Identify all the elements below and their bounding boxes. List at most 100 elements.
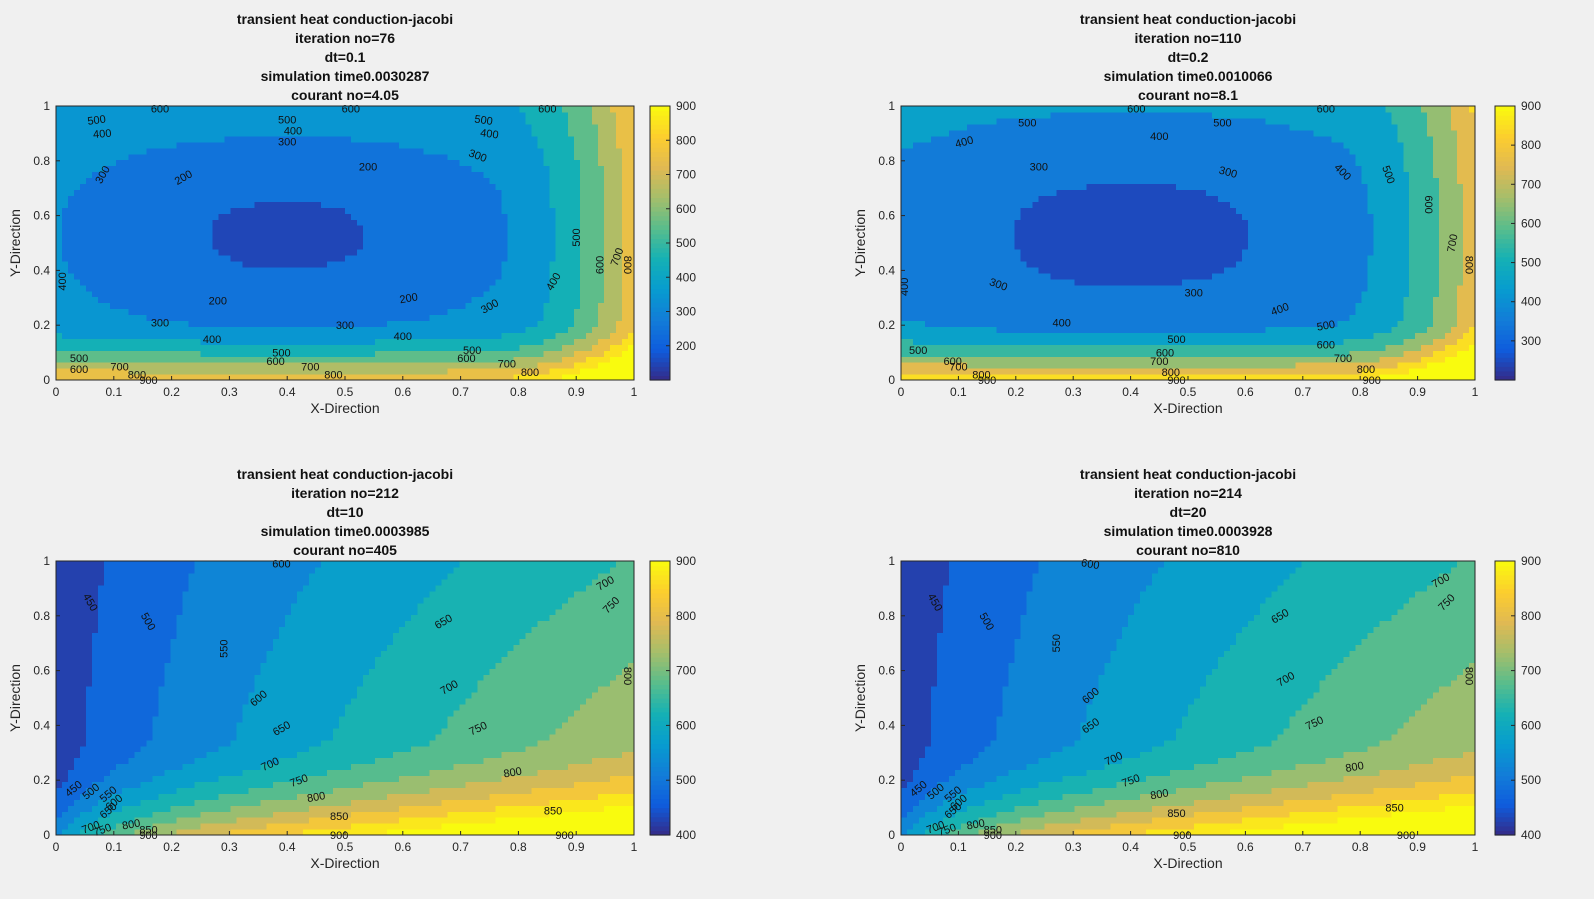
contour-cell xyxy=(936,284,944,292)
contour-cell xyxy=(912,248,920,256)
contour-cell xyxy=(74,117,81,125)
contour-cell xyxy=(278,219,286,226)
contour-cell xyxy=(519,183,527,190)
contour-cell xyxy=(92,219,99,226)
contour-cell xyxy=(212,296,220,304)
contour-cell xyxy=(477,171,485,179)
contour-cell xyxy=(332,350,340,357)
contour-cell xyxy=(332,165,340,173)
contour-cell xyxy=(519,111,527,119)
contour-cell xyxy=(68,254,75,262)
contour-cell xyxy=(242,159,250,167)
contour-cell xyxy=(338,260,346,268)
contour-cell xyxy=(399,356,406,363)
contour-cell xyxy=(351,106,358,113)
contour-cell xyxy=(381,248,388,256)
contour-cell xyxy=(585,106,593,113)
contour-cell xyxy=(363,201,370,208)
contour-cell xyxy=(918,326,926,333)
contour-cell xyxy=(501,147,509,155)
contour-cell xyxy=(627,254,635,262)
contour-cell xyxy=(411,314,418,322)
contour-cell xyxy=(621,326,629,333)
contour-cell xyxy=(621,237,629,244)
contour-cell xyxy=(176,201,184,208)
contour-cell xyxy=(363,106,370,113)
contour-cell xyxy=(459,368,467,375)
contour-cell xyxy=(242,207,250,214)
contour-cell xyxy=(399,159,406,167)
contour-cell xyxy=(465,332,473,339)
contour-cell xyxy=(260,290,268,298)
contour-cell xyxy=(417,350,424,357)
contour-cell xyxy=(375,129,382,137)
contour-cell xyxy=(483,117,491,125)
contour-cell xyxy=(579,195,587,202)
contour-cell xyxy=(411,254,418,262)
contour-cell xyxy=(423,171,430,179)
contour-cell xyxy=(423,147,430,155)
contour-cell xyxy=(338,189,346,196)
contour-cell xyxy=(936,171,944,179)
contour-cell xyxy=(158,219,165,226)
contour-cell xyxy=(357,338,364,345)
contour-cell xyxy=(164,171,171,179)
contour-cell xyxy=(224,278,232,286)
contour-cell xyxy=(170,284,178,292)
contour-cell xyxy=(206,368,214,375)
contour-cell xyxy=(194,195,202,202)
contour-cell xyxy=(351,183,358,190)
contour-cell xyxy=(399,231,406,238)
contour-cell xyxy=(363,123,370,131)
contour-cell xyxy=(363,141,370,149)
contour-cell xyxy=(579,231,587,238)
contour-cell xyxy=(609,362,617,369)
contour-cell xyxy=(375,308,382,316)
contour-cell xyxy=(561,278,569,286)
contour-cell xyxy=(152,189,159,196)
contour-cell xyxy=(597,272,605,280)
contour-cell xyxy=(912,326,920,333)
contour-cell xyxy=(134,177,141,185)
contour-cell xyxy=(200,237,208,244)
contour-cell xyxy=(230,290,238,298)
contour-cell xyxy=(345,213,352,220)
contour-cell xyxy=(308,147,316,155)
contour-cell xyxy=(308,201,316,208)
contour-cell xyxy=(200,213,208,220)
contour-cell xyxy=(561,350,569,357)
contour-cell xyxy=(567,350,575,357)
contour-cell xyxy=(290,171,298,179)
contour-cell xyxy=(369,129,376,137)
contour-cell xyxy=(597,254,605,262)
contour-cell xyxy=(423,201,430,208)
contour-cell xyxy=(901,106,908,113)
contour-cell xyxy=(176,344,184,351)
contour-cell xyxy=(513,183,521,190)
contour-cell xyxy=(164,219,171,226)
contour-cell xyxy=(507,368,515,375)
contour-cell xyxy=(98,290,105,298)
contour-cell xyxy=(525,225,533,232)
contour-cell xyxy=(621,278,629,286)
contour-cell xyxy=(218,231,226,238)
contour-cell xyxy=(441,201,448,208)
contour-cell xyxy=(573,260,581,268)
contour-cell xyxy=(561,225,569,232)
contour-cell xyxy=(200,290,208,298)
contour-cell xyxy=(56,123,63,131)
contour-cell xyxy=(471,135,479,143)
contour-cell xyxy=(278,135,286,143)
contour-cell xyxy=(200,177,208,185)
contour-cell xyxy=(936,243,944,250)
contour-cell xyxy=(387,147,394,155)
contour-cell xyxy=(272,177,280,185)
contour-cell xyxy=(567,219,575,226)
contour-cell xyxy=(429,338,436,345)
contour-cell xyxy=(357,111,364,119)
contour-cell xyxy=(501,195,509,202)
contour-cell xyxy=(942,308,950,316)
contour-cell xyxy=(236,225,244,232)
contour-cell xyxy=(387,177,394,185)
